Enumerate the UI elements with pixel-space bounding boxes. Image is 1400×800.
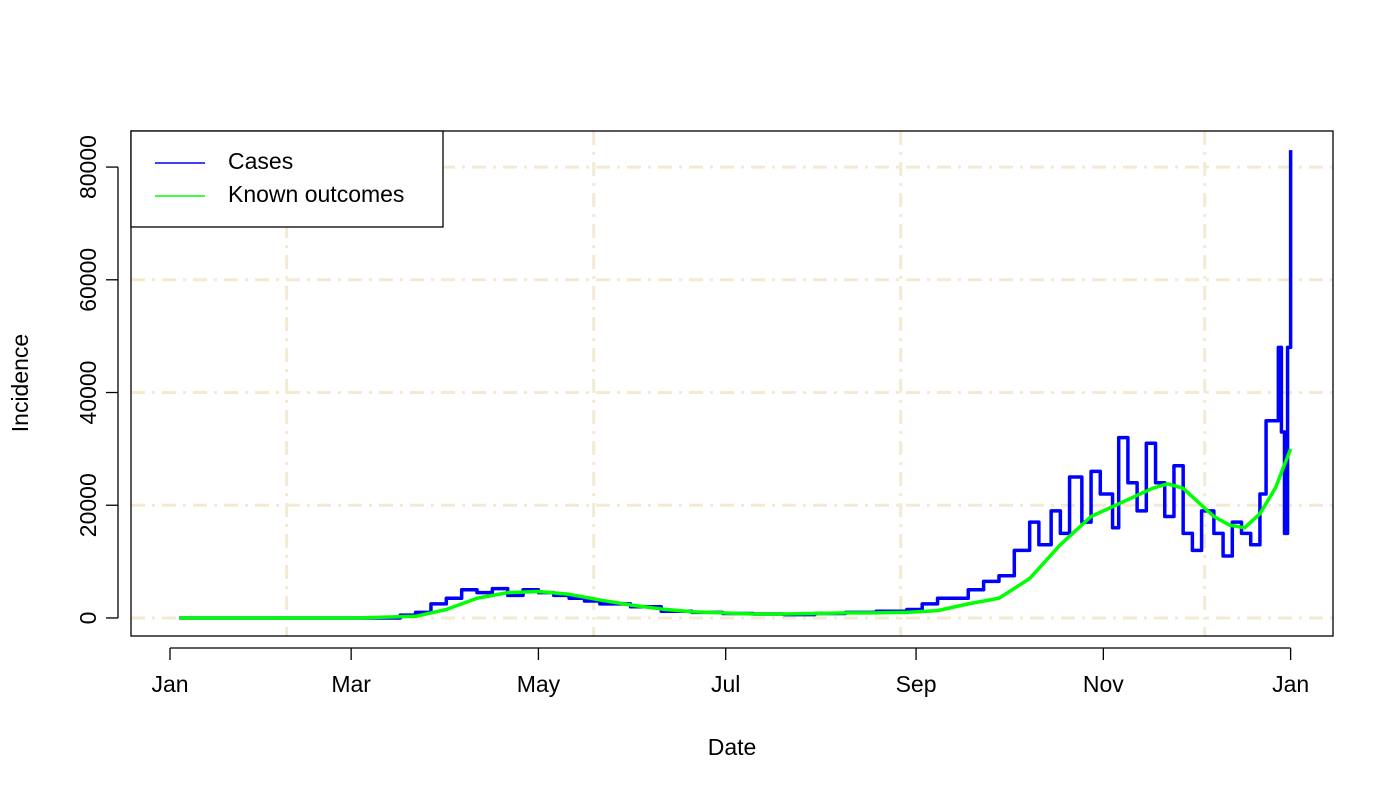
x-tick-label: Nov: [1083, 671, 1124, 697]
x-tick-label: Jan: [151, 671, 188, 697]
x-tick-label: May: [517, 671, 561, 697]
y-tick-label: 40000: [75, 361, 101, 425]
plot-frame: [130, 130, 1334, 637]
legend-box: [130, 130, 444, 228]
x-tick-label: Jul: [711, 671, 740, 697]
y-axis-label: Incidence: [7, 334, 33, 432]
legend-label: Known outcomes: [228, 181, 404, 207]
x-tick-label: Mar: [331, 671, 371, 697]
x-tick-label: Jan: [1272, 671, 1309, 697]
y-tick-label: 0: [75, 612, 101, 625]
y-tick-label: 80000: [75, 135, 101, 199]
legend-label: Cases: [228, 148, 293, 174]
y-tick-label: 20000: [75, 473, 101, 537]
y-tick-label: 60000: [75, 248, 101, 312]
x-axis-label: Date: [708, 734, 757, 760]
x-tick-label: Sep: [896, 671, 937, 697]
series-line: [179, 448, 1293, 620]
